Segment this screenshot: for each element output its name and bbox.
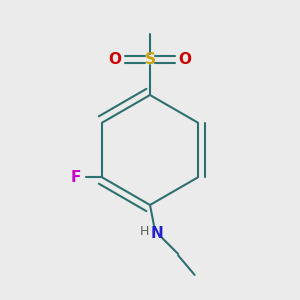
Text: O: O <box>109 52 122 67</box>
Text: S: S <box>145 52 155 67</box>
Text: F: F <box>70 170 81 185</box>
Text: H: H <box>140 225 149 238</box>
Text: N: N <box>151 226 164 241</box>
Text: O: O <box>178 52 191 67</box>
